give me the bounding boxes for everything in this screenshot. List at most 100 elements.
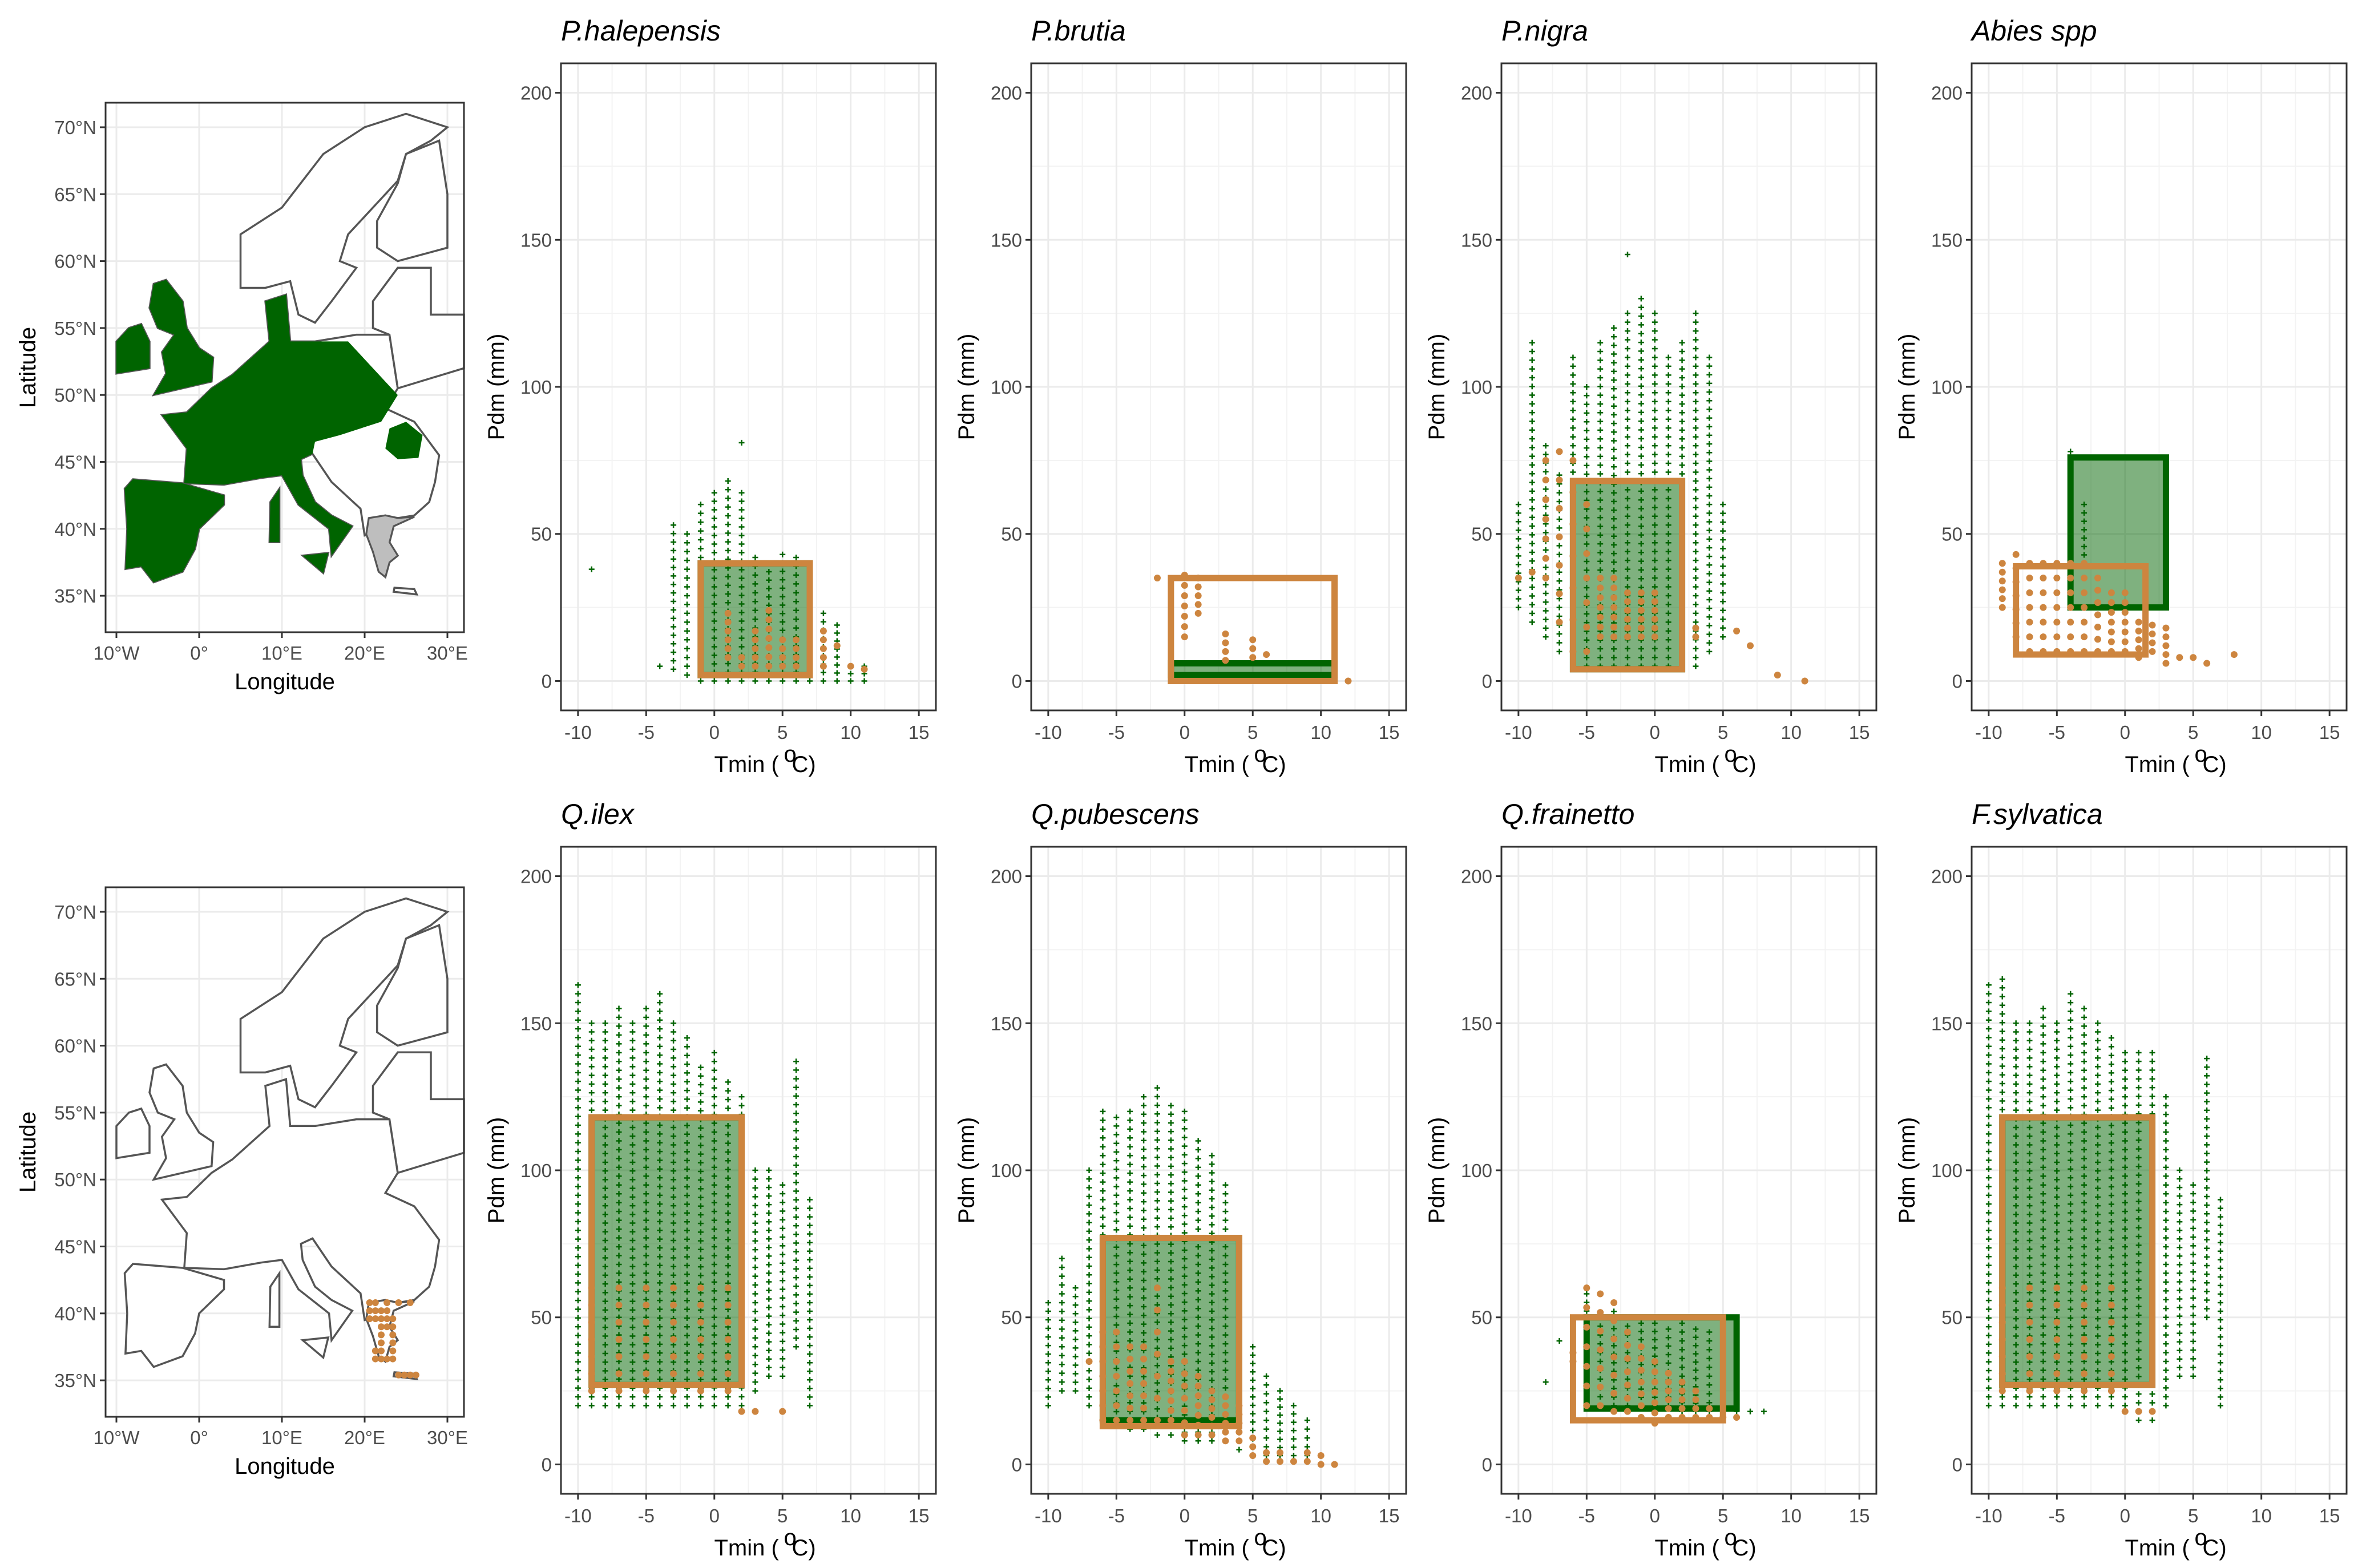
green-point	[1168, 1146, 1174, 1152]
green-point	[616, 1393, 622, 1400]
green-point	[1181, 1195, 1188, 1201]
green-point	[1652, 372, 1658, 378]
green-point	[1543, 530, 1549, 536]
green-point	[575, 1227, 581, 1234]
green-point	[1250, 1419, 1256, 1425]
orange-range-rect	[697, 560, 813, 678]
green-point	[1584, 471, 1590, 478]
orange-point	[1181, 592, 1188, 599]
green-point	[2190, 1251, 2197, 1258]
green-point	[1127, 1197, 1133, 1203]
green-point	[780, 1217, 786, 1223]
orange-point	[1181, 1407, 1188, 1414]
green-point	[1706, 484, 1713, 490]
orange-point	[1637, 589, 1645, 596]
green-point	[1209, 1213, 1215, 1219]
orange-range-rect	[2013, 563, 2149, 658]
green-point	[1100, 1179, 1106, 1185]
green-point	[1999, 1072, 2005, 1078]
green-point	[1999, 993, 2005, 1000]
green-point	[725, 1088, 731, 1094]
green-point	[1985, 1218, 1992, 1225]
y-tick-label: 200	[1931, 866, 1963, 887]
orange-point	[1153, 1417, 1161, 1424]
orange-point	[1610, 613, 1618, 621]
green-point	[834, 678, 840, 684]
green-point	[1611, 429, 1617, 435]
green-point	[1543, 581, 1549, 588]
green-point	[752, 1238, 758, 1244]
green-point	[1665, 443, 1671, 449]
green-point	[1720, 572, 1726, 578]
site-point	[372, 1299, 379, 1307]
green-point	[1529, 471, 1535, 477]
green-point	[1624, 469, 1630, 475]
green-point	[725, 1097, 731, 1103]
green-point	[820, 619, 826, 625]
orange-point	[2162, 633, 2170, 641]
green-point	[1222, 1182, 1229, 1188]
orange-point	[643, 1370, 650, 1377]
green-point	[2204, 1271, 2210, 1278]
orange-point	[1583, 1304, 1590, 1311]
orange-point	[1167, 1387, 1174, 1395]
green-point	[2177, 1244, 2183, 1251]
green-point	[1570, 390, 1576, 396]
green-point	[780, 1329, 786, 1336]
green-point	[684, 557, 690, 564]
x-axis-title: Tmin (	[2125, 1535, 2190, 1561]
y-tick-label: 0	[1482, 1454, 1492, 1475]
green-point	[793, 1214, 800, 1220]
green-point	[1999, 1037, 2005, 1043]
green-point	[1985, 1367, 1992, 1373]
green-point	[1556, 604, 1562, 611]
green-point	[1529, 532, 1535, 538]
green-point	[657, 1105, 663, 1111]
green-point	[1263, 1408, 1270, 1415]
y-tick-label: 0	[1952, 1454, 1963, 1475]
green-point	[766, 1322, 772, 1328]
green-point	[643, 1049, 649, 1056]
green-point	[1181, 1221, 1188, 1227]
y-axis-title: Pdm (mm)	[1424, 1117, 1449, 1224]
green-point	[2190, 1243, 2197, 1249]
green-point	[2204, 1194, 2210, 1200]
green-point	[2026, 1055, 2033, 1061]
orange-point	[1181, 1370, 1188, 1377]
orange-point	[1208, 1431, 1216, 1438]
green-range-rect	[1168, 660, 1338, 678]
green-point	[1706, 432, 1713, 438]
green-point	[1072, 1371, 1079, 1377]
panel-title: F.sylvatica	[1972, 798, 2103, 830]
site-point	[366, 1307, 373, 1315]
green-point	[2163, 1393, 2169, 1400]
green-point	[629, 1029, 636, 1035]
green-point	[1706, 510, 1713, 516]
green-point	[1665, 372, 1671, 378]
green-point	[2013, 1020, 2019, 1027]
green-point	[1250, 1360, 1256, 1367]
green-point	[2081, 1403, 2088, 1409]
green-point	[725, 1105, 731, 1112]
green-point	[1624, 451, 1630, 458]
green-point	[2108, 1061, 2114, 1068]
orange-point	[1583, 575, 1590, 582]
orange-point	[1113, 1372, 1120, 1380]
green-point	[711, 1403, 717, 1409]
green-point	[643, 1393, 649, 1400]
green-point	[643, 1403, 649, 1409]
orange-point	[1277, 1458, 1284, 1465]
green-point	[1113, 1166, 1120, 1173]
green-point	[1665, 363, 1671, 369]
green-point	[1543, 468, 1549, 475]
green-point	[2163, 1209, 2169, 1215]
green-point	[1304, 1444, 1310, 1450]
green-point	[1665, 434, 1671, 440]
x-tick-label: 0	[709, 722, 720, 743]
green-point	[2190, 1225, 2197, 1231]
green-point	[2177, 1356, 2183, 1362]
green-point	[1693, 522, 1699, 528]
green-point	[2040, 1049, 2046, 1056]
green-point	[1181, 1151, 1188, 1158]
green-point	[780, 1251, 786, 1258]
